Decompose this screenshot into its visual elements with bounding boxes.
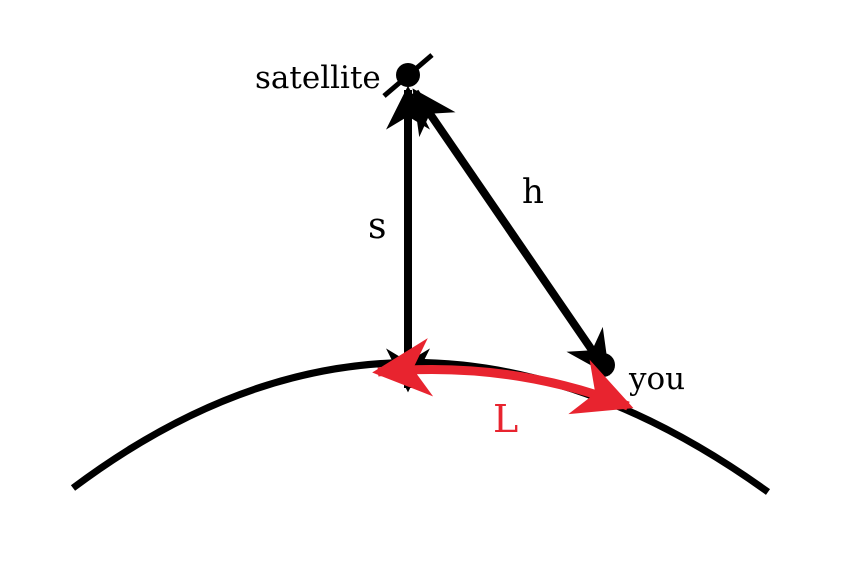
s-label: s <box>368 206 386 247</box>
satellite-icon <box>382 53 434 98</box>
satellite-label: satellite <box>255 60 381 96</box>
h-label: h <box>522 172 544 212</box>
distance-h-arrow <box>411 88 611 376</box>
observer-dot <box>591 353 615 377</box>
you-label: you <box>628 361 685 397</box>
ground-distance-l-arrow <box>372 338 634 415</box>
l-label: L <box>493 397 518 441</box>
